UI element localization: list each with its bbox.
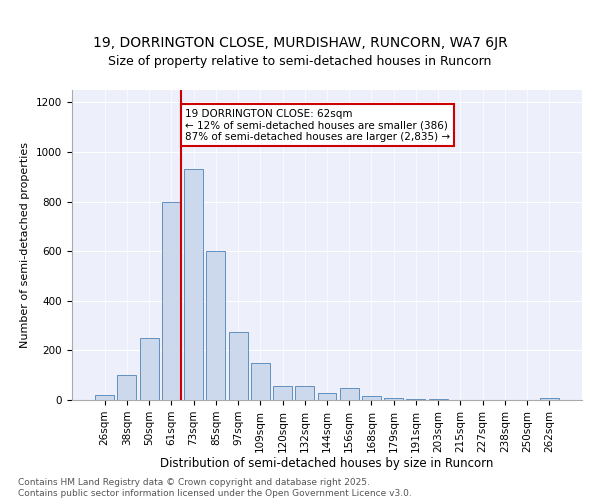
X-axis label: Distribution of semi-detached houses by size in Runcorn: Distribution of semi-detached houses by … xyxy=(160,458,494,470)
Bar xyxy=(229,332,248,400)
Text: Size of property relative to semi-detached houses in Runcorn: Size of property relative to semi-detach… xyxy=(109,54,491,68)
Bar xyxy=(540,398,559,400)
Y-axis label: Number of semi-detached properties: Number of semi-detached properties xyxy=(20,142,31,348)
Bar xyxy=(140,338,158,400)
Bar xyxy=(273,386,292,400)
Bar xyxy=(184,170,203,400)
Bar xyxy=(317,392,337,400)
Bar xyxy=(95,395,114,400)
Bar xyxy=(162,202,181,400)
Text: 19, DORRINGTON CLOSE, MURDISHAW, RUNCORN, WA7 6JR: 19, DORRINGTON CLOSE, MURDISHAW, RUNCORN… xyxy=(92,36,508,50)
Text: 19 DORRINGTON CLOSE: 62sqm
← 12% of semi-detached houses are smaller (386)
87% o: 19 DORRINGTON CLOSE: 62sqm ← 12% of semi… xyxy=(185,108,450,142)
Bar xyxy=(118,375,136,400)
Bar xyxy=(251,363,270,400)
Text: Contains HM Land Registry data © Crown copyright and database right 2025.
Contai: Contains HM Land Registry data © Crown c… xyxy=(18,478,412,498)
Bar xyxy=(406,399,425,400)
Bar xyxy=(384,398,403,400)
Bar xyxy=(340,388,359,400)
Bar xyxy=(206,251,225,400)
Bar xyxy=(295,386,314,400)
Bar xyxy=(362,396,381,400)
